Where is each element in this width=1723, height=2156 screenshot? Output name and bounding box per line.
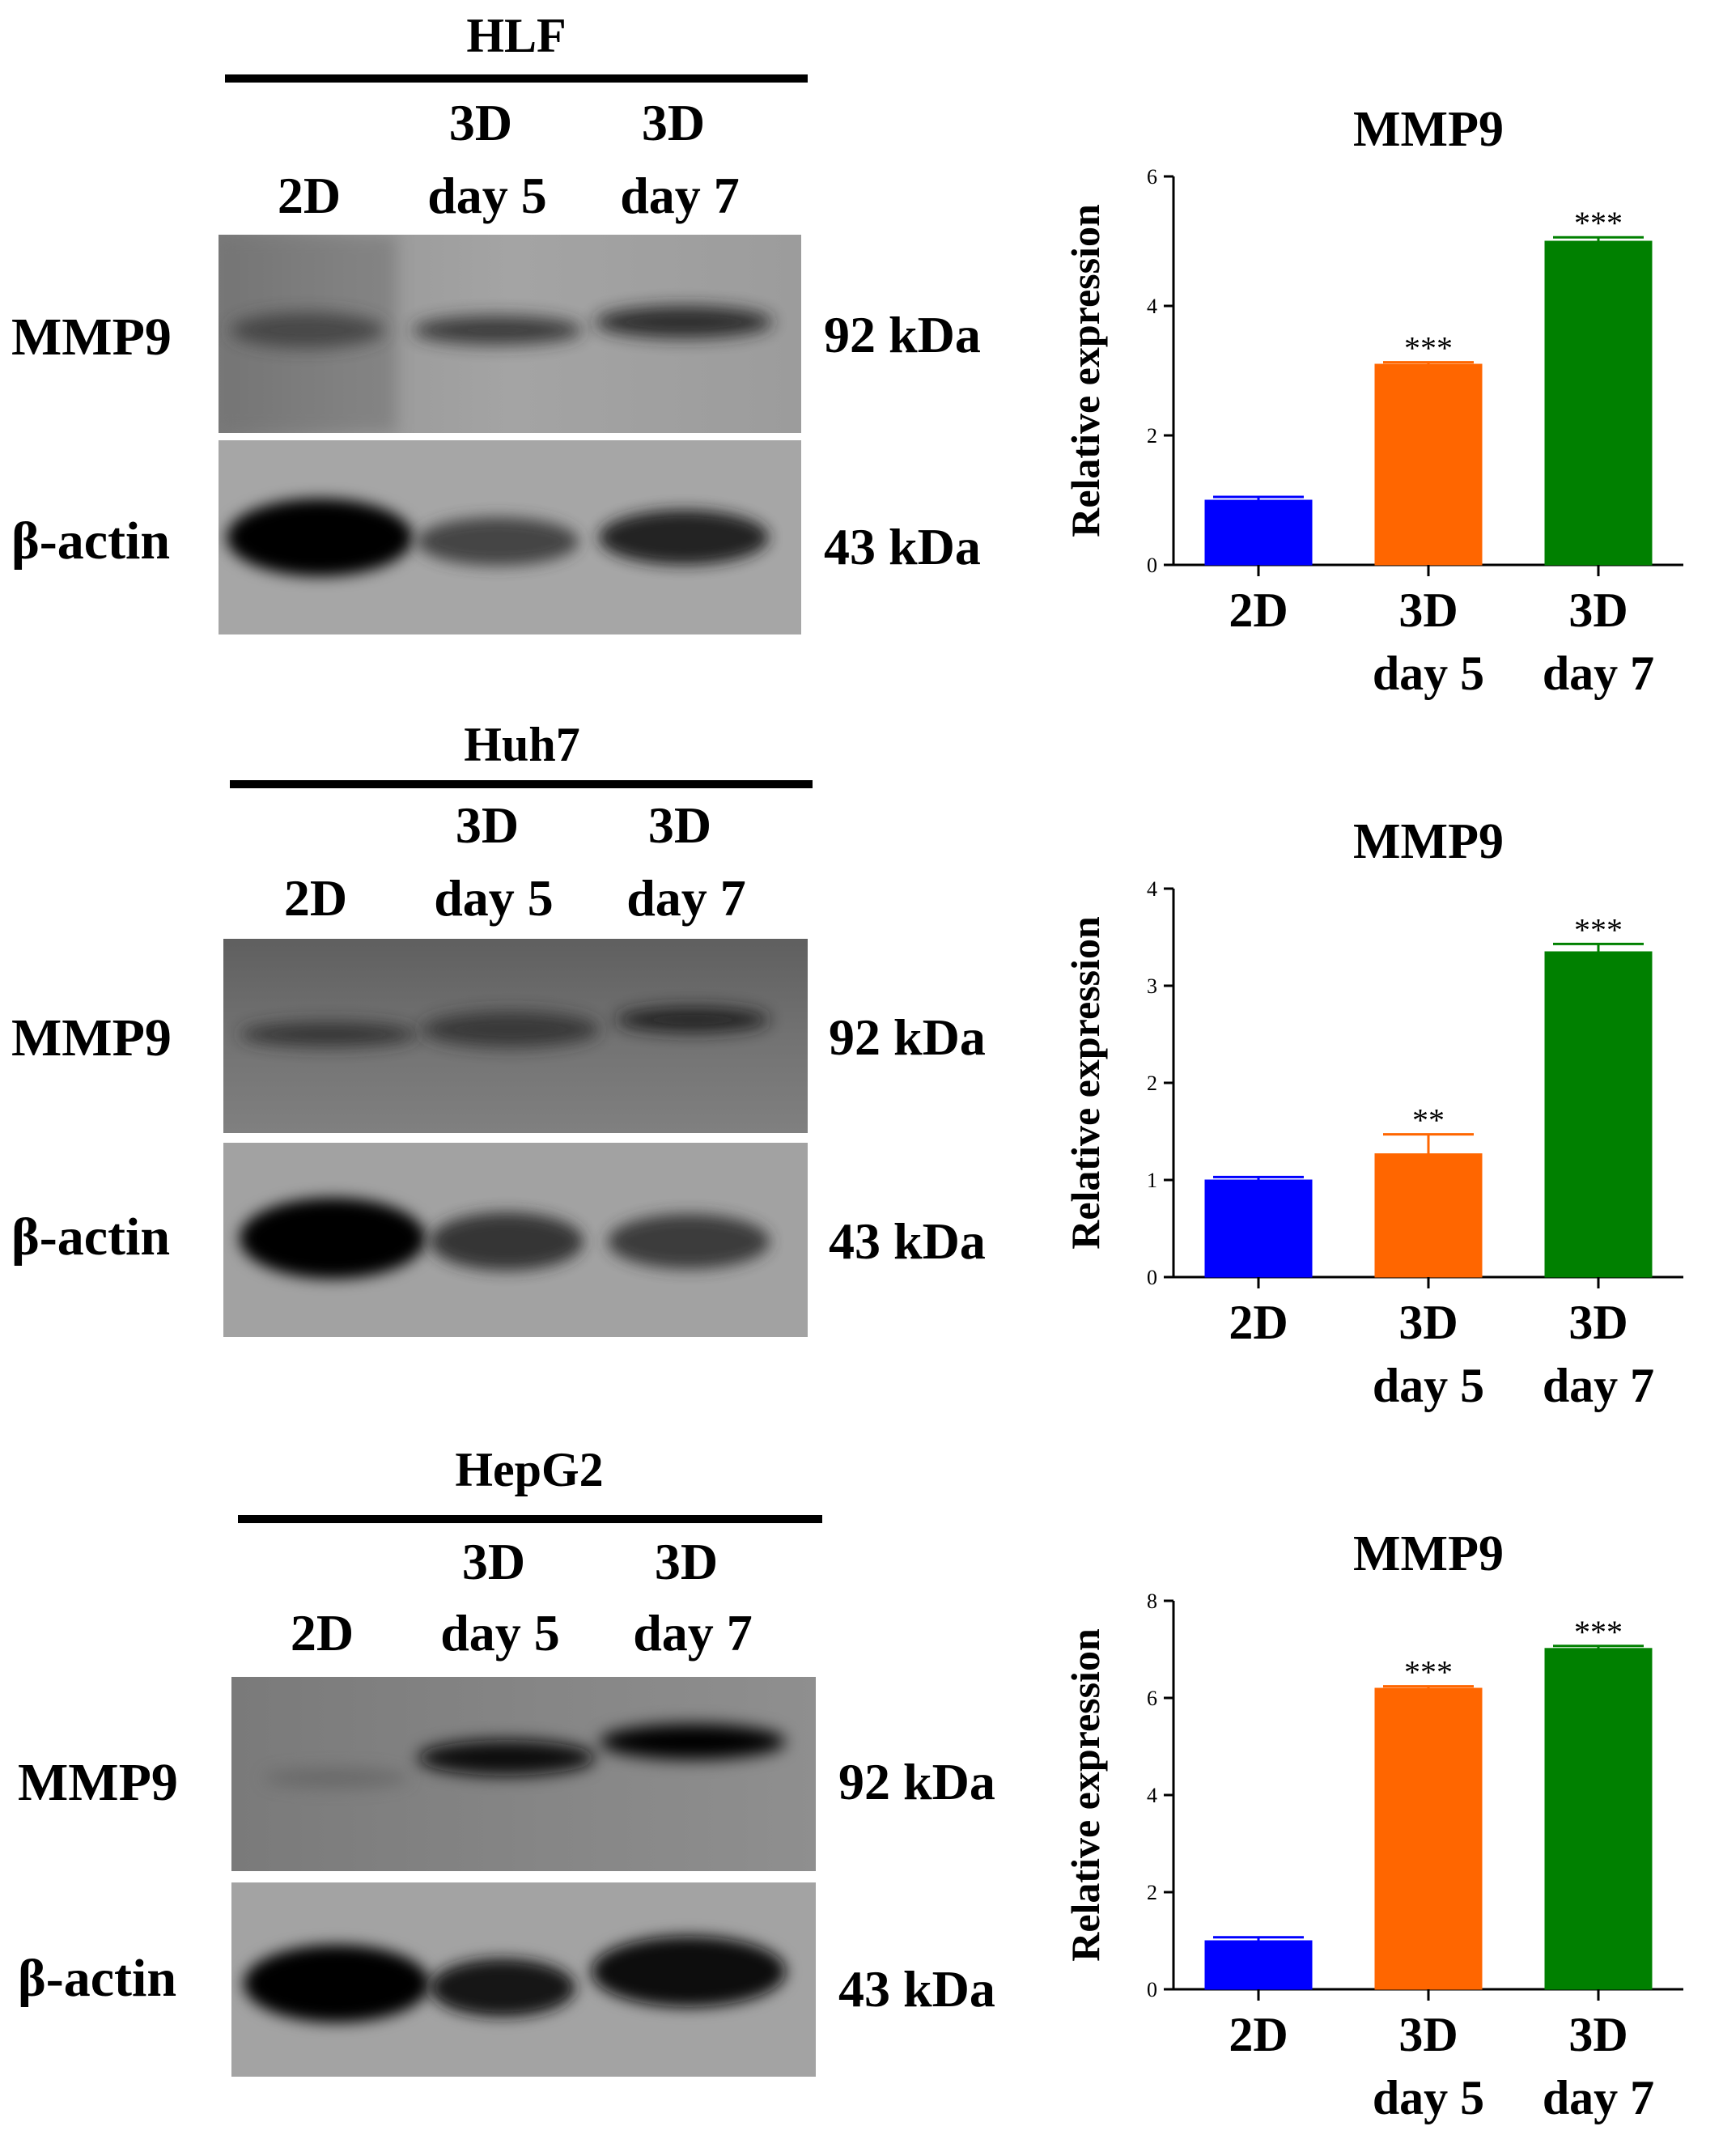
protein-label-beta-actin: β-actin [11, 511, 171, 571]
y-axis-label: Relative expression [1063, 204, 1108, 537]
figure-row-hepg2: HepG2 2D 3D day 5 3D day 7 [0, 1424, 1723, 2128]
significance-label: *** [1574, 911, 1623, 948]
mmp9-blot-image [219, 235, 801, 433]
x-tick-label: 3D day 7 [1543, 584, 1654, 700]
protein-label-beta-actin: β-actin [11, 1207, 171, 1267]
lane-label-day7: day 7 [626, 869, 746, 927]
bar [1204, 499, 1313, 566]
lane-label-day7: day 7 [620, 167, 740, 224]
y-tick-label: 2 [1147, 1072, 1157, 1095]
y-axis-label: Relative expression [1063, 916, 1108, 1250]
significance-label: *** [1574, 1614, 1623, 1650]
mmp9-blot-image [231, 1677, 816, 1871]
y-axis-label: Relative expression [1063, 1628, 1108, 1962]
protein-label-beta-actin: β-actin [18, 1949, 177, 2008]
bar [1374, 1687, 1483, 1990]
chart-title: MMP9 [1353, 102, 1504, 157]
bar-chart: MMP9 Relative expression 0 1 2 3 4 2D ** 3D day 5 *… [1063, 814, 1683, 1412]
kda-label-mmp9: 92 kDa [838, 1753, 995, 1810]
beta-actin-blot-image [219, 440, 801, 634]
chart-title: MMP9 [1353, 814, 1504, 869]
bar [1204, 1179, 1313, 1278]
bar [1204, 1940, 1313, 1990]
x-tick-label: 2D [1229, 2008, 1288, 2061]
western-blot-panel: HepG2 2D 3D day 5 3D day 7 [0, 1424, 1052, 2128]
lane-label-day5: day 5 [434, 869, 554, 927]
y-tick-label: 3 [1147, 974, 1157, 998]
lane-label-2d: 2D [283, 869, 348, 927]
header-bar [225, 74, 808, 83]
y-tick-label: 6 [1147, 1687, 1157, 1710]
y-tick-label: 0 [1147, 1978, 1157, 2001]
significance-label: *** [1404, 1654, 1453, 1691]
figure-row-huh7: Huh7 2D 3D day 5 3D day 7 [0, 712, 1723, 1416]
lane-label-day7: day 7 [633, 1604, 753, 1662]
x-tick-label: 3D day 5 [1373, 2008, 1484, 2124]
significance-label: ** [1412, 1102, 1445, 1139]
y-tick-label: 2 [1147, 424, 1157, 448]
kda-label-beta-actin: 43 kDa [829, 1212, 986, 1270]
protein-label-mmp9: MMP9 [11, 308, 172, 367]
mmp9-blot-image [223, 939, 808, 1133]
y-tick-label: 0 [1147, 1266, 1157, 1289]
lane-label-3d-line1: 3D [448, 94, 513, 151]
lane-label-3d-line1: 3D [461, 1533, 526, 1590]
figure-row-hlf: HLF 2D 3D day 5 3D day 7 [0, 0, 1723, 704]
lane-label-day5: day 5 [427, 167, 547, 224]
x-tick-label: 2D [1229, 1296, 1288, 1349]
bar [1544, 240, 1653, 566]
lane-label-3d-line1-b: 3D [647, 796, 712, 854]
lane-label-2d: 2D [290, 1604, 354, 1662]
western-blot-panel: HLF 2D 3D day 5 3D day 7 [0, 0, 1052, 704]
x-tick-label: 2D [1229, 584, 1288, 637]
header-bar [238, 1515, 822, 1523]
y-tick-label: 4 [1147, 295, 1157, 318]
kda-label-beta-actin: 43 kDa [824, 518, 981, 575]
y-tick-label: 0 [1147, 554, 1157, 577]
lane-label-day5: day 5 [440, 1604, 560, 1662]
beta-actin-blot-image [231, 1882, 816, 2077]
kda-label-mmp9: 92 kDa [824, 306, 981, 363]
y-tick-label: 4 [1147, 1784, 1157, 1807]
protein-label-mmp9: MMP9 [11, 1008, 172, 1067]
significance-label: *** [1574, 205, 1623, 241]
cell-line-title: Huh7 [464, 718, 580, 771]
beta-actin-blot-image [223, 1143, 808, 1337]
y-tick-label: 8 [1147, 1589, 1157, 1613]
bar-chart: MMP9 Relative expression 0 2 4 6 8 2D *** 3D day 5… [1063, 1526, 1683, 2124]
bar-chart: MMP9 Relative expression 0 2 4 6 2D *** 3D day 5 *… [1063, 102, 1683, 700]
x-tick-label: 3D day 5 [1373, 1296, 1484, 1412]
y-tick-label: 6 [1147, 165, 1157, 189]
cell-line-title: HepG2 [455, 1443, 604, 1496]
x-tick-label: 3D day 7 [1543, 1296, 1654, 1412]
kda-label-beta-actin: 43 kDa [838, 1960, 995, 2018]
lane-label-3d-line1-b: 3D [654, 1533, 719, 1590]
lane-label-3d-line1: 3D [455, 796, 520, 854]
protein-label-mmp9: MMP9 [18, 1753, 178, 1812]
bar-chart-panel: MMP9 Relative expression 0 1 2 3 4 2D ** 3D day 5 *… [1052, 712, 1723, 1416]
significance-label: *** [1404, 330, 1453, 367]
lane-label-2d: 2D [277, 167, 342, 224]
x-tick-label: 3D day 7 [1543, 2008, 1654, 2124]
western-blot-panel: Huh7 2D 3D day 5 3D day 7 [0, 712, 1052, 1416]
header-bar [230, 780, 813, 788]
y-tick-label: 2 [1147, 1881, 1157, 1904]
bar-chart-panel: MMP9 Relative expression 0 2 4 6 8 2D *** 3D day 5… [1052, 1424, 1723, 2128]
bar [1374, 1153, 1483, 1278]
bar [1544, 951, 1653, 1278]
y-tick-label: 4 [1147, 877, 1157, 901]
kda-label-mmp9: 92 kDa [829, 1008, 986, 1066]
lane-label-3d-line1-b: 3D [641, 94, 706, 151]
bar [1544, 1648, 1653, 1990]
cell-line-title: HLF [466, 9, 567, 62]
bar-chart-panel: MMP9 Relative expression 0 2 4 6 2D *** 3D day 5 *… [1052, 0, 1723, 704]
chart-title: MMP9 [1353, 1526, 1504, 1581]
bar [1374, 363, 1483, 566]
x-tick-label: 3D day 5 [1373, 584, 1484, 700]
y-tick-label: 1 [1147, 1169, 1157, 1192]
